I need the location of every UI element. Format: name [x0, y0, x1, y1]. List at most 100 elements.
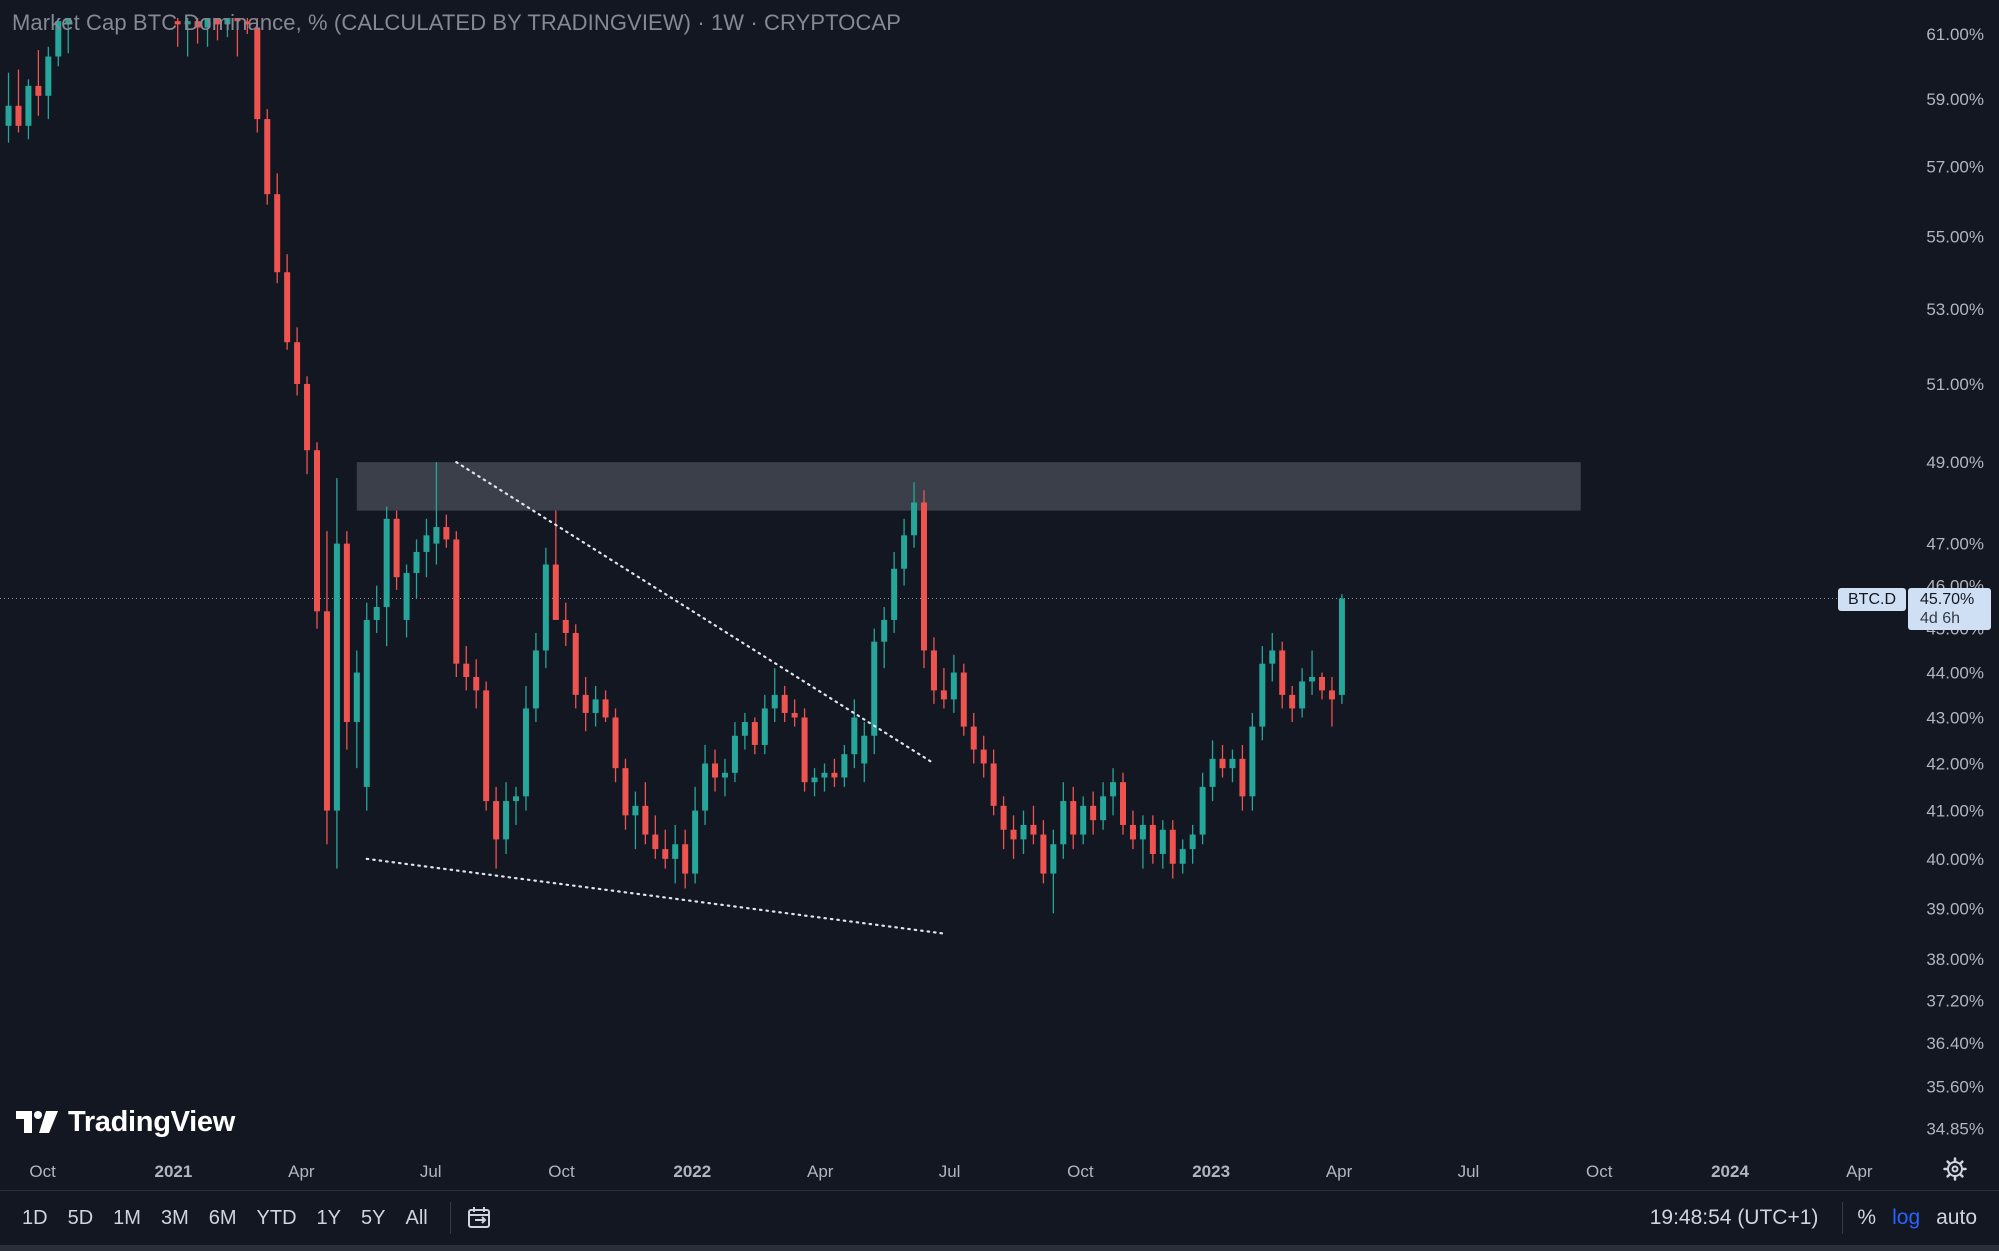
clock-timezone[interactable]: 19:48:54 (UTC+1)	[1649, 1206, 1819, 1229]
candle-body	[184, 21, 191, 25]
x-axis-tick-label: Oct	[29, 1162, 56, 1181]
candle-body	[224, 18, 231, 25]
candle-body	[323, 611, 330, 811]
candle-body	[1219, 758, 1226, 769]
candle-body	[672, 844, 679, 859]
candle-body	[343, 543, 350, 723]
range-6m-button[interactable]: 6M	[208, 1206, 237, 1229]
candle-body	[1129, 824, 1136, 840]
calendar-goto-icon[interactable]	[463, 1201, 497, 1235]
range-1d-button[interactable]: 1D	[22, 1206, 48, 1229]
toolbar-divider	[449, 1202, 451, 1234]
candle-body	[1259, 663, 1266, 727]
timeframe-selector: 1D 5D 1M 3M 6M YTD 1Y 5Y All	[12, 1191, 497, 1245]
candle-body	[383, 518, 390, 608]
candle-body	[1120, 782, 1127, 825]
candle-body	[851, 717, 858, 755]
candle-body	[532, 650, 539, 709]
candle-body	[861, 735, 868, 764]
gear-icon[interactable]	[1943, 1157, 1967, 1181]
range-3m-button[interactable]: 3M	[160, 1206, 189, 1229]
range-all-button[interactable]: All	[405, 1206, 428, 1229]
candle-body	[1299, 681, 1306, 709]
candle-body	[473, 676, 480, 691]
candle-body	[1338, 598, 1345, 695]
candle-body	[652, 834, 659, 850]
x-axis-tick-label: 2022	[673, 1162, 711, 1181]
candle-body	[712, 763, 719, 778]
candle-body	[642, 805, 649, 835]
candle-body	[433, 527, 440, 544]
tradingview-logo[interactable]: TradingView	[16, 1102, 235, 1142]
candle-body	[960, 672, 967, 727]
y-axis-tick-label: 61.00%	[1926, 25, 1984, 44]
range-5y-button[interactable]: 5Y	[361, 1206, 386, 1229]
candle-body	[314, 450, 320, 612]
candle-body	[304, 383, 311, 451]
candle-body	[453, 539, 460, 664]
candle-body	[791, 712, 798, 718]
candle-body	[522, 708, 529, 797]
candle-body	[592, 699, 599, 713]
x-axis-tick-label: Jul	[939, 1162, 961, 1181]
candle-body	[751, 722, 758, 745]
candle-body	[1309, 676, 1316, 682]
candle-body	[1110, 782, 1117, 797]
candle-body	[970, 726, 977, 750]
percent-scale-toggle[interactable]: %	[1857, 1206, 1877, 1229]
candle-body	[920, 502, 927, 651]
candle-body	[1289, 694, 1296, 709]
x-axis-tick-label: Apr	[1326, 1162, 1353, 1181]
chart-title: Market Cap BTC Dominance, % (CALCULATED …	[12, 10, 902, 35]
candle-body	[911, 502, 918, 536]
log-scale-toggle[interactable]: log	[1892, 1206, 1921, 1229]
candle-body	[55, 21, 62, 57]
candle-body	[1159, 829, 1166, 854]
range-5d-button[interactable]: 5D	[67, 1206, 94, 1229]
candle-body	[901, 535, 908, 569]
x-axis-tick-label: Apr	[807, 1162, 834, 1181]
y-axis-tick-label: 53.00%	[1926, 300, 1984, 319]
auto-scale-toggle[interactable]: auto	[1936, 1206, 1977, 1229]
candle-body	[373, 607, 380, 620]
candle-body	[950, 672, 957, 700]
bottom-strip	[0, 1245, 1999, 1251]
candle-body	[552, 564, 559, 620]
candle-body	[493, 801, 500, 840]
candle-body	[264, 119, 271, 195]
candle-body	[771, 694, 778, 709]
price-chart[interactable]: 61.00% 59.00% 57.00% 55.00% 53.00% 51.00% 49.0…	[0, 0, 1999, 1190]
candle-body	[1169, 829, 1176, 864]
candle-body	[871, 641, 878, 736]
y-axis-tick-label: 47.00%	[1926, 535, 1984, 554]
candle-body	[1189, 834, 1196, 850]
candle-body	[1060, 801, 1067, 845]
candle-body	[1080, 805, 1087, 835]
candle-body	[940, 690, 947, 700]
candle-body	[234, 18, 241, 22]
candle-body	[35, 85, 42, 96]
candle-body	[572, 632, 579, 695]
y-axis-tick-label: 44.00%	[1926, 664, 1984, 683]
scale-options: 19:48:54 (UTC+1) % log auto	[1650, 1191, 1985, 1245]
range-ytd-button[interactable]: YTD	[256, 1206, 297, 1229]
candle-body	[443, 527, 450, 540]
candle-body	[363, 619, 370, 787]
trendline-lower	[365, 857, 945, 935]
range-1y-button[interactable]: 1Y	[316, 1206, 342, 1229]
candle-body	[353, 672, 360, 723]
candle-body	[1139, 824, 1146, 840]
candle-body	[1269, 650, 1276, 664]
candle-body	[1209, 758, 1216, 787]
candle-body	[542, 564, 549, 651]
x-axis-tick-label: Jul	[420, 1162, 442, 1181]
x-axis-tick-label: Oct	[1067, 1162, 1094, 1181]
range-1m-button[interactable]: 1M	[113, 1206, 141, 1229]
candle-body	[244, 21, 251, 25]
candle-body	[891, 568, 898, 620]
bottom-toolbar: 1D 5D 1M 3M 6M YTD 1Y 5Y All 19:48:54 (U…	[0, 1190, 1999, 1251]
candle-body	[1239, 758, 1246, 797]
candle-body	[930, 650, 937, 691]
candle-body	[1000, 805, 1007, 830]
